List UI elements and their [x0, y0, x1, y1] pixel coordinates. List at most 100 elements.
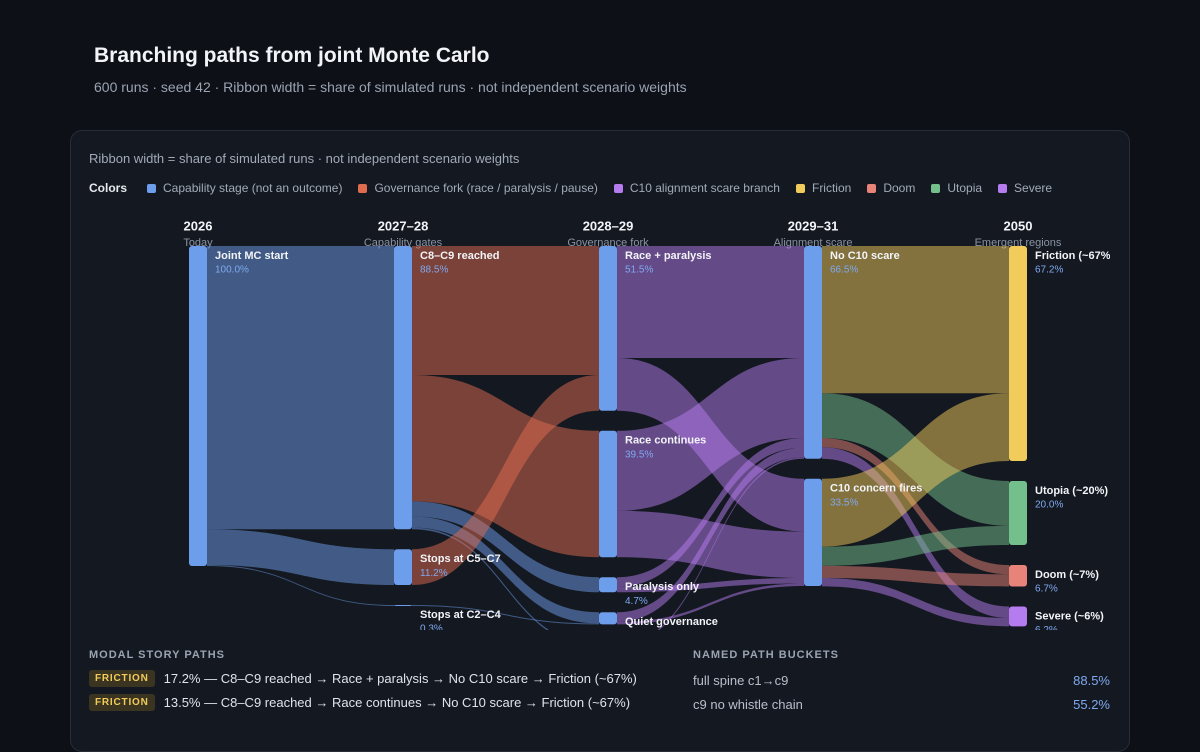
ribbon	[822, 393, 1009, 547]
path-buckets: full spine c1→c9 88.5% c9 no whistle chain…	[693, 673, 1110, 721]
node	[394, 605, 412, 606]
column-label: Emergent regions	[975, 237, 1062, 249]
ribbon	[207, 565, 394, 606]
ribbon	[412, 246, 599, 375]
node-value: 88.5%	[420, 265, 448, 276]
legend-item: C10 alignment scare branch	[613, 181, 780, 195]
node-value: 0.3%	[420, 624, 443, 630]
ribbon	[617, 578, 804, 593]
node-label: Quiet governance	[625, 616, 718, 628]
node	[599, 577, 617, 593]
column-year: 2028–29	[583, 218, 634, 233]
node-value: 11.2%	[420, 568, 448, 579]
node-value: 6.2%	[1035, 625, 1058, 630]
node-label: Paralysis only	[625, 581, 700, 593]
column-year: 2027–28	[378, 218, 429, 233]
legend-item: Severe	[998, 181, 1052, 195]
node	[189, 246, 207, 566]
ribbon	[617, 510, 804, 578]
modal-path-row: FRICTION 17.2% — C8–C9 reached → Race + p…	[89, 670, 637, 687]
legend-swatch	[795, 183, 805, 193]
path-text: 13.5% — C8–C9 reached → Race continues →…	[163, 695, 631, 710]
ribbon	[412, 516, 599, 624]
node	[599, 246, 617, 411]
node-value: 51.5%	[625, 265, 653, 276]
legend-swatch	[613, 183, 623, 193]
column-label: Capability gates	[364, 237, 443, 249]
node-label: Race + paralysis	[625, 250, 712, 262]
legend-item: Governance fork (race / paralysis / paus…	[358, 181, 598, 195]
node	[1009, 481, 1027, 546]
legend-swatch	[998, 183, 1008, 193]
node-label: C10 concern fires	[830, 483, 922, 495]
legend-item: Capability stage (not an outcome)	[147, 181, 342, 195]
column-year: 2029–31	[788, 218, 839, 233]
node-label: Doom (~7%)	[1035, 569, 1099, 581]
node	[599, 612, 617, 625]
ribbon	[412, 501, 599, 593]
path-tag: FRICTION	[89, 694, 155, 711]
legend: Colors Capability stage (not an outcome)…	[89, 181, 1068, 195]
legend-swatch	[358, 183, 368, 193]
legend-item: Utopia	[931, 181, 982, 195]
path-tag: FRICTION	[89, 670, 155, 687]
node-value: 4.7%	[625, 596, 648, 607]
bucket-share: 55.2%	[1073, 697, 1110, 712]
chart-subtitle: Ribbon width = share of simulated runs ·…	[89, 151, 520, 166]
modal-paths: FRICTION 17.2% — C8–C9 reached → Race + p…	[89, 670, 637, 718]
plot-area: 2026 Today 2027–28 Capability gates 2028–29 G…	[183, 218, 1114, 630]
legend-label: Governance fork (race / paralysis / paus…	[374, 181, 598, 195]
node-label: Stops at C5–C7	[420, 553, 501, 565]
bucket-row: c9 no whistle chain 55.2%	[693, 697, 1110, 712]
node-value: 33.5%	[830, 497, 858, 508]
ribbon	[822, 447, 1009, 618]
ribbon	[412, 605, 599, 625]
ribbon	[412, 374, 599, 586]
legend-label: Utopia	[947, 181, 983, 195]
ribbon	[822, 565, 1009, 587]
bucket-name: c9 no whistle chain	[693, 697, 803, 712]
node	[394, 549, 412, 586]
ribbon	[822, 246, 1009, 394]
column-year: 2026	[184, 218, 213, 233]
page-title: Branching paths from joint Monte Carlo	[94, 44, 490, 67]
legend-swatch	[147, 183, 157, 193]
node	[1009, 246, 1027, 462]
section-heading: MODAL STORY PATHS	[89, 649, 225, 661]
legend-swatch	[931, 183, 941, 193]
section-heading: NAMED PATH BUCKETS	[693, 649, 839, 661]
node	[1009, 606, 1027, 627]
node-label: Joint MC start	[215, 250, 289, 262]
page-subtitle: 600 runs · seed 42 · Ribbon width = shar…	[94, 79, 687, 95]
node	[804, 478, 822, 586]
node	[394, 246, 412, 530]
node-label: Friction (~67%)	[1035, 250, 1114, 262]
ribbon	[617, 583, 804, 625]
column-label: Governance fork	[567, 237, 649, 249]
legend-swatch	[867, 183, 877, 193]
ribbon	[207, 529, 394, 586]
node	[804, 246, 822, 459]
node-value: 66.5%	[830, 265, 858, 276]
bucket-share: 88.5%	[1073, 673, 1110, 688]
node-label: Race continues	[625, 435, 706, 447]
modal-path-row: FRICTION 13.5% — C8–C9 reached → Race con…	[89, 694, 637, 711]
links	[207, 246, 1009, 630]
legend-item: Friction	[795, 181, 852, 195]
column-year: 2050	[1004, 218, 1033, 233]
legend-label: Severe	[1014, 181, 1053, 195]
node	[1009, 565, 1027, 587]
node-value: 6.7%	[1035, 584, 1058, 595]
ribbon	[822, 438, 1009, 575]
node	[599, 430, 617, 558]
legend-label: C10 alignment scare branch	[629, 181, 780, 195]
legend-label: Capability stage (not an outcome)	[163, 181, 343, 195]
node-value: 20.0%	[1035, 500, 1063, 511]
node-label: C8–C9 reached	[420, 250, 500, 262]
node-value: 39.5%	[625, 449, 653, 460]
node-label: No C10 scare	[830, 250, 900, 262]
node-label: Utopia (~20%)	[1035, 485, 1108, 497]
path-text: 17.2% — C8–C9 reached → Race + paralysis…	[163, 671, 637, 686]
legend-label: Friction	[811, 181, 852, 195]
ribbon	[617, 447, 804, 622]
